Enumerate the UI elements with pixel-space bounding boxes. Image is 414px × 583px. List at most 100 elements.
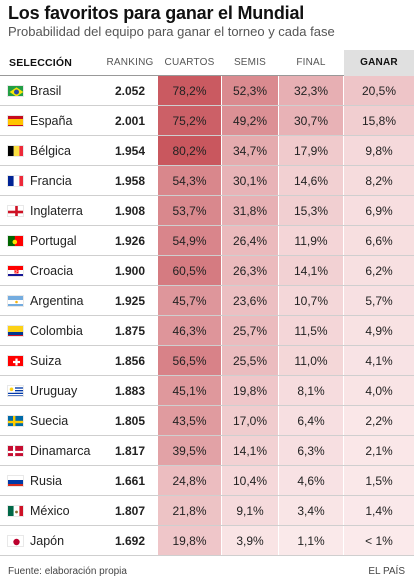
quarters-cell: 53,7%	[158, 196, 221, 225]
quarters-cell: 75,2%	[158, 106, 221, 135]
japan-flag-icon	[7, 534, 24, 547]
team-name: Portugal	[30, 233, 77, 248]
team-name: Dinamarca	[30, 443, 91, 458]
quarters-cell: 60,5%	[158, 256, 221, 285]
team-cell: Rusia	[0, 466, 103, 495]
win-cell: 5,7%	[344, 286, 414, 315]
column-header-win: GANAR	[344, 49, 414, 76]
semis-cell: 31,8%	[222, 196, 278, 225]
table-row: Dinamarca 1.817 39,5% 14,1% 6,3% 2,1%	[0, 436, 414, 466]
semis-cell: 34,7%	[222, 136, 278, 165]
team-cell: Francia	[0, 166, 103, 195]
win-cell: 20,5%	[344, 76, 414, 105]
ranking-cell: 1.817	[114, 443, 146, 458]
table-row: Uruguay 1.883 45,1% 19,8% 8,1% 4,0%	[0, 376, 414, 406]
column-header-team: SELECCIÓN	[9, 56, 73, 69]
semis-cell: 25,5%	[222, 346, 278, 375]
final-cell: 14,6%	[279, 166, 343, 195]
team-name: Argentina	[30, 293, 84, 308]
quarters-cell: 54,3%	[158, 166, 221, 195]
france-flag-icon	[7, 174, 24, 187]
table-header-row: SELECCIÓN RANKING CUARTOS SEMIS FINAL GA…	[0, 49, 414, 76]
table-row: Portugal 1.926 54,9% 26,4% 11,9% 6,6%	[0, 226, 414, 256]
final-cell: 17,9%	[279, 136, 343, 165]
semis-cell: 3,9%	[222, 526, 278, 555]
ranking-cell: 1.883	[114, 383, 146, 398]
team-cell: Inglaterra	[0, 196, 103, 225]
win-cell: 2,1%	[344, 436, 414, 465]
team-cell: Argentina	[0, 286, 103, 315]
publisher-brand: EL PAÍS	[368, 566, 405, 577]
team-cell: Brasil	[0, 76, 103, 105]
table-row: Suecia 1.805 43,5% 17,0% 6,4% 2,2%	[0, 406, 414, 436]
final-cell: 4,6%	[279, 466, 343, 495]
ranking-cell: 2.001	[114, 113, 146, 128]
ranking-cell: 1.805	[114, 413, 146, 428]
portugal-flag-icon	[7, 234, 24, 247]
table-row: Colombia 1.875 46,3% 25,7% 11,5% 4,9%	[0, 316, 414, 346]
semis-cell: 14,1%	[222, 436, 278, 465]
team-cell: México	[0, 496, 103, 525]
final-cell: 1,1%	[279, 526, 343, 555]
semis-cell: 26,4%	[222, 226, 278, 255]
quarters-cell: 19,8%	[158, 526, 221, 555]
team-cell: Suecia	[0, 406, 103, 435]
win-cell: 4,0%	[344, 376, 414, 405]
final-cell: 32,3%	[279, 76, 343, 105]
semis-cell: 30,1%	[222, 166, 278, 195]
column-header-ranking: RANKING	[106, 56, 154, 68]
quarters-cell: 80,2%	[158, 136, 221, 165]
win-cell: 6,9%	[344, 196, 414, 225]
semis-cell: 17,0%	[222, 406, 278, 435]
column-header-semis: SEMIS	[233, 56, 267, 68]
favorites-table: SELECCIÓN RANKING CUARTOS SEMIS FINAL GA…	[0, 49, 414, 556]
semis-cell: 25,7%	[222, 316, 278, 345]
ranking-cell: 1.661	[114, 473, 146, 488]
table-row: España 2.001 75,2% 49,2% 30,7% 15,8%	[0, 106, 414, 136]
team-name: Brasil	[30, 83, 62, 98]
team-name: Bélgica	[30, 143, 71, 158]
table-row: Rusia 1.661 24,8% 10,4% 4,6% 1,5%	[0, 466, 414, 496]
team-name: Inglaterra	[30, 203, 83, 218]
semis-cell: 10,4%	[222, 466, 278, 495]
quarters-cell: 24,8%	[158, 466, 221, 495]
team-name: Suiza	[30, 353, 62, 368]
win-cell: 4,9%	[344, 316, 414, 345]
ranking-cell: 2.052	[114, 83, 146, 98]
ranking-cell: 1.925	[114, 293, 146, 308]
win-cell: 4,1%	[344, 346, 414, 375]
final-cell: 8,1%	[279, 376, 343, 405]
ranking-cell: 1.908	[114, 203, 146, 218]
quarters-cell: 45,7%	[158, 286, 221, 315]
quarters-cell: 21,8%	[158, 496, 221, 525]
table-row: Brasil 2.052 78,2% 52,3% 32,3% 20,5%	[0, 76, 414, 106]
switzerland-flag-icon	[7, 354, 24, 367]
quarters-cell: 43,5%	[158, 406, 221, 435]
final-cell: 11,5%	[279, 316, 343, 345]
final-cell: 10,7%	[279, 286, 343, 315]
win-cell: 9,8%	[344, 136, 414, 165]
team-name: Uruguay	[30, 383, 78, 398]
team-cell: Croacia	[0, 256, 103, 285]
uruguay-flag-icon	[7, 384, 24, 397]
table-row: Suiza 1.856 56,5% 25,5% 11,0% 4,1%	[0, 346, 414, 376]
win-cell: 2,2%	[344, 406, 414, 435]
win-cell: 1,5%	[344, 466, 414, 495]
team-cell: Colombia	[0, 316, 103, 345]
team-cell: Suiza	[0, 346, 103, 375]
table-row: Japón 1.692 19,8% 3,9% 1,1% < 1%	[0, 526, 414, 556]
column-header-final: FINAL	[296, 56, 326, 68]
ranking-cell: 1.954	[114, 143, 146, 158]
team-cell: Uruguay	[0, 376, 103, 405]
quarters-cell: 56,5%	[158, 346, 221, 375]
ranking-cell: 1.900	[114, 263, 146, 278]
final-cell: 11,9%	[279, 226, 343, 255]
team-cell: Japón	[0, 526, 103, 555]
team-name: Japón	[30, 533, 65, 548]
win-cell: 6,6%	[344, 226, 414, 255]
ranking-cell: 1.875	[114, 323, 146, 338]
quarters-cell: 45,1%	[158, 376, 221, 405]
quarters-cell: 78,2%	[158, 76, 221, 105]
team-cell: Portugal	[0, 226, 103, 255]
final-cell: 15,3%	[279, 196, 343, 225]
